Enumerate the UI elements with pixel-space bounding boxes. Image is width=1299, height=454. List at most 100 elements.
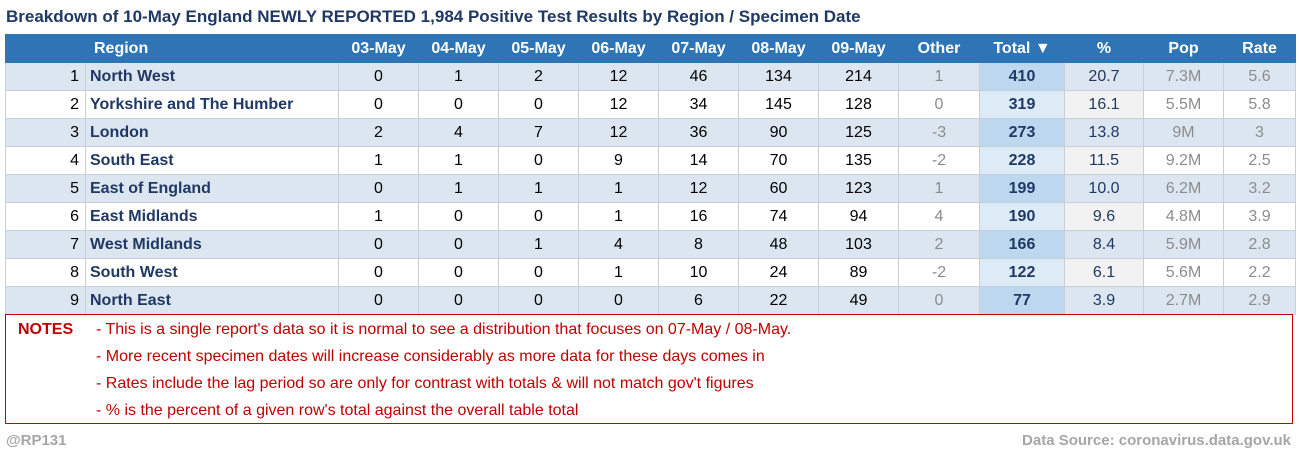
value-cell-04-may: 0 [418,230,499,259]
author-handle: @RP131 [6,432,67,449]
note-line: - Rates include the lag period so are on… [96,375,754,392]
value-cell-07-may: 16 [658,202,739,231]
table-row: 2 Yorkshire and The Humber 0 0 0 12 34 1… [5,90,1296,119]
value-cell-07-may: 36 [658,118,739,147]
other-cell: 1 [898,174,980,203]
percent-cell: 10.0 [1064,174,1144,203]
table-row: 7 West Midlands 0 0 1 4 8 48 103 2 166 8… [5,230,1296,259]
value-cell-05-may: 0 [498,146,579,175]
region-cell: West Midlands [85,230,339,259]
other-cell: 2 [898,230,980,259]
rank-cell: 4 [5,146,86,175]
value-cell-08-may: 145 [738,90,819,119]
value-cell-03-may: 0 [338,258,419,287]
value-cell-03-may: 2 [338,118,419,147]
rank-cell: 6 [5,202,86,231]
rate-cell: 2.5 [1223,146,1296,175]
value-cell-07-may: 46 [658,62,739,91]
rate-cell: 2.2 [1223,258,1296,287]
value-cell-05-may: 1 [498,230,579,259]
column-header-07-may[interactable]: 07-May [658,34,739,63]
value-cell-06-may: 1 [578,174,659,203]
value-cell-07-may: 6 [658,286,739,315]
percent-cell: 20.7 [1064,62,1144,91]
column-header-percent[interactable]: % [1064,34,1144,63]
total-cell: 199 [979,174,1065,203]
value-cell-03-may: 0 [338,90,419,119]
value-cell-07-may: 12 [658,174,739,203]
table-row: 5 East of England 0 1 1 1 12 60 123 1 19… [5,174,1296,203]
value-cell-05-may: 0 [498,258,579,287]
region-breakdown-table: Region 03-May 04-May 05-May 06-May 07-Ma… [5,34,1296,315]
value-cell-09-may: 123 [818,174,899,203]
value-cell-04-may: 0 [418,258,499,287]
value-cell-09-may: 89 [818,258,899,287]
other-cell: -2 [898,258,980,287]
other-cell: 4 [898,202,980,231]
value-cell-08-may: 70 [738,146,819,175]
total-cell: 77 [979,286,1065,315]
column-header-pop[interactable]: Pop [1143,34,1224,63]
column-header-03-may[interactable]: 03-May [338,34,419,63]
notes-box: NOTES - This is a single report's data s… [5,314,1293,424]
column-header-rank [5,34,86,63]
value-cell-05-may: 1 [498,174,579,203]
rank-cell: 1 [5,62,86,91]
percent-cell: 16.1 [1064,90,1144,119]
total-cell: 166 [979,230,1065,259]
value-cell-03-may: 0 [338,62,419,91]
rank-cell: 8 [5,258,86,287]
column-header-rate[interactable]: Rate [1223,34,1296,63]
rank-cell: 5 [5,174,86,203]
pop-cell: 9.2M [1143,146,1224,175]
value-cell-04-may: 0 [418,286,499,315]
table-row: 4 South East 1 1 0 9 14 70 135 -2 228 11… [5,146,1296,175]
region-cell: London [85,118,339,147]
region-cell: South West [85,258,339,287]
value-cell-06-may: 12 [578,90,659,119]
percent-cell: 13.8 [1064,118,1144,147]
region-cell: East Midlands [85,202,339,231]
pop-cell: 7.3M [1143,62,1224,91]
value-cell-09-may: 214 [818,62,899,91]
region-cell: East of England [85,174,339,203]
other-cell: 0 [898,90,980,119]
total-cell: 410 [979,62,1065,91]
value-cell-04-may: 1 [418,62,499,91]
value-cell-05-may: 0 [498,286,579,315]
column-header-total-sorted[interactable]: Total ▼ [979,34,1065,63]
rate-cell: 5.6 [1223,62,1296,91]
pop-cell: 2.7M [1143,286,1224,315]
column-header-04-may[interactable]: 04-May [418,34,499,63]
column-header-09-may[interactable]: 09-May [818,34,899,63]
column-header-08-may[interactable]: 08-May [738,34,819,63]
pop-cell: 5.6M [1143,258,1224,287]
total-cell: 122 [979,258,1065,287]
value-cell-06-may: 12 [578,62,659,91]
rank-cell: 9 [5,286,86,315]
column-header-05-may[interactable]: 05-May [498,34,579,63]
value-cell-07-may: 14 [658,146,739,175]
region-cell: Yorkshire and The Humber [85,90,339,119]
column-header-other[interactable]: Other [898,34,980,63]
value-cell-08-may: 22 [738,286,819,315]
value-cell-04-may: 0 [418,90,499,119]
value-cell-06-may: 1 [578,258,659,287]
value-cell-06-may: 4 [578,230,659,259]
total-cell: 319 [979,90,1065,119]
value-cell-06-may: 1 [578,202,659,231]
percent-cell: 11.5 [1064,146,1144,175]
rate-cell: 3.9 [1223,202,1296,231]
table-header-row: Region 03-May 04-May 05-May 06-May 07-Ma… [5,34,1296,63]
region-cell: South East [85,146,339,175]
rank-cell: 7 [5,230,86,259]
value-cell-05-may: 0 [498,90,579,119]
column-header-06-may[interactable]: 06-May [578,34,659,63]
pop-cell: 5.5M [1143,90,1224,119]
rate-cell: 2.8 [1223,230,1296,259]
percent-cell: 8.4 [1064,230,1144,259]
total-cell: 273 [979,118,1065,147]
column-header-region[interactable]: Region [85,34,339,63]
value-cell-03-may: 0 [338,174,419,203]
value-cell-06-may: 0 [578,286,659,315]
